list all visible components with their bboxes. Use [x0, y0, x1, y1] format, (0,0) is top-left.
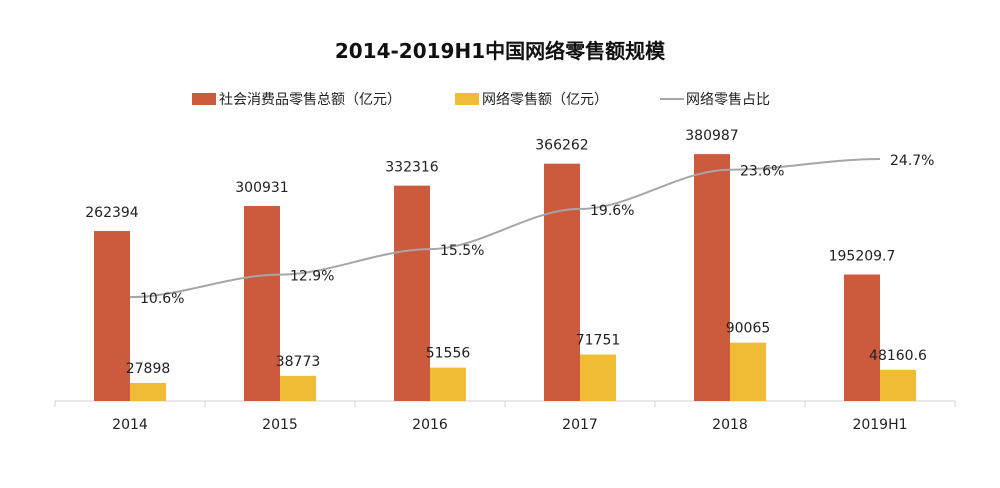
bar-retail-total: [544, 164, 580, 401]
data-label-retail-total: 332316: [385, 160, 439, 176]
bar-online-retail: [430, 368, 466, 401]
bar-retail-total: [244, 206, 280, 401]
bar-retail-total: [94, 231, 130, 401]
x-tick-label: 2018: [712, 417, 748, 433]
bar-retail-total: [694, 154, 730, 401]
plot-area: 2014 262394 27898 2015 300931 38773 2016 332316…: [55, 128, 955, 433]
data-label-online-share: 12.9%: [290, 269, 334, 285]
data-label-online-retail: 27898: [126, 361, 171, 377]
data-label-retail-total: 300931: [235, 180, 288, 196]
data-label-online-retail: 38773: [276, 354, 321, 370]
bar-online-retail: [130, 383, 166, 401]
data-label-online-share: 23.6%: [740, 164, 784, 180]
data-label-retail-total: 195209.7: [829, 249, 896, 265]
data-label-retail-total: 262394: [85, 205, 139, 221]
data-label-online-retail: 48160.6: [869, 348, 927, 364]
x-tick-label: 2015: [262, 417, 298, 433]
data-label-online-retail: 71751: [576, 333, 621, 349]
x-tick-label: 2014: [112, 417, 148, 433]
data-label-online-share: 10.6%: [140, 291, 184, 307]
data-label-online-retail: 51556: [426, 346, 471, 362]
data-label-online-share: 24.7%: [890, 153, 934, 169]
legend-swatch-online-retail: [455, 93, 479, 105]
x-tick-label: 2017: [562, 417, 598, 433]
legend-label-retail-total: 社会消费品零售总额（亿元）: [219, 92, 401, 108]
bar-online-retail: [580, 355, 616, 401]
bar-online-retail: [280, 376, 316, 401]
data-label-retail-total: 366262: [535, 138, 588, 154]
data-label-retail-total: 380987: [685, 128, 738, 144]
data-label-online-retail: 90065: [726, 321, 771, 337]
data-label-online-share: 19.6%: [590, 203, 634, 219]
chart-title: 2014-2019H1中国网络零售额规模: [335, 39, 666, 63]
legend-swatch-retail-total: [192, 93, 216, 105]
bar-retail-total: [844, 275, 880, 401]
bar-retail-total: [394, 186, 430, 401]
bar-online-retail: [880, 370, 916, 401]
data-label-online-share: 15.5%: [440, 243, 484, 259]
x-tick-label: 2016: [412, 417, 448, 433]
legend-label-online-share: 网络零售占比: [686, 92, 770, 108]
x-tick-label: 2019H1: [852, 417, 907, 433]
legend-label-online-retail: 网络零售额（亿元）: [482, 92, 608, 108]
legend: 社会消费品零售总额（亿元） 网络零售额（亿元） 网络零售占比: [192, 92, 770, 108]
bar-online-retail: [730, 343, 766, 401]
